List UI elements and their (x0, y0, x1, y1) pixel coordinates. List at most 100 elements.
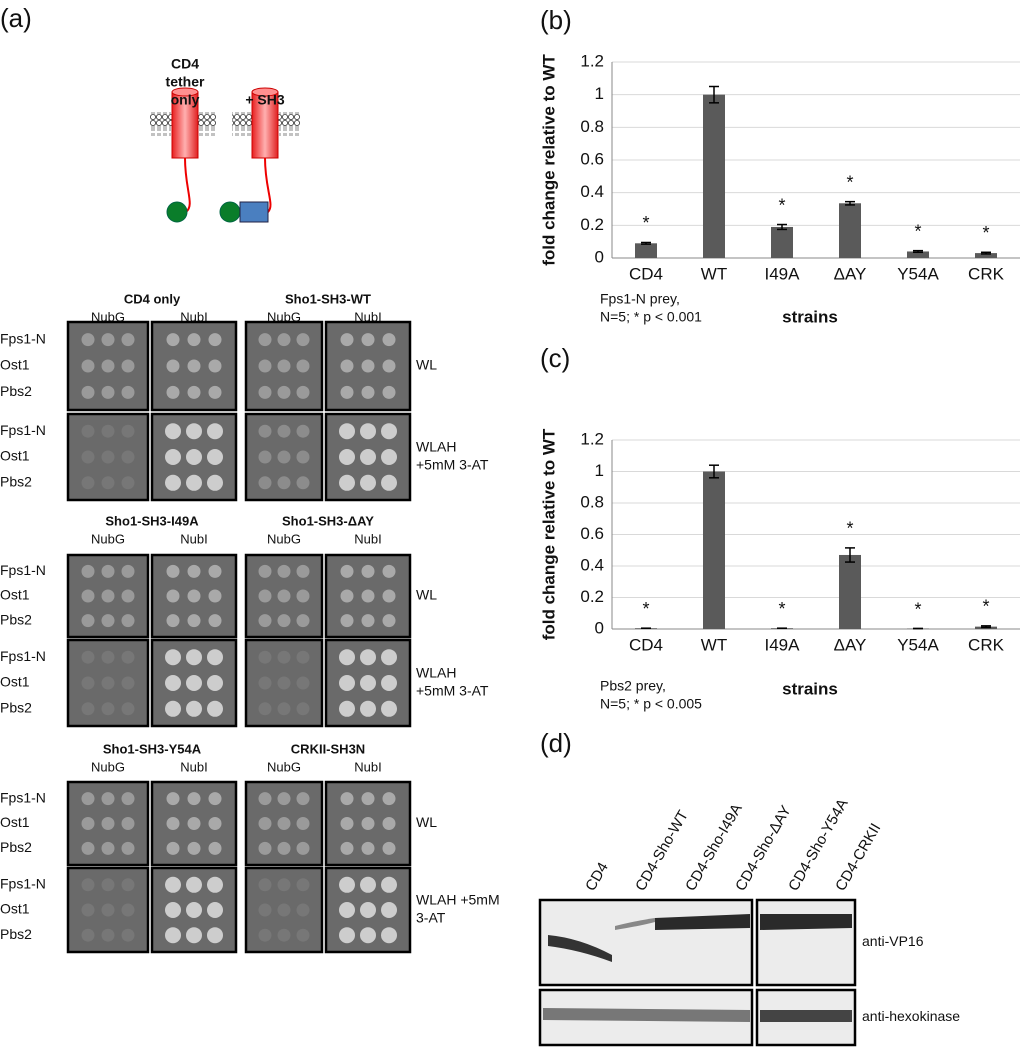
colony (101, 928, 115, 942)
y-tick-label: 0.6 (580, 524, 604, 543)
y-tick-label: 1.2 (580, 51, 604, 70)
bar (907, 251, 929, 258)
colony (258, 385, 272, 399)
x-tick-label: CRK (968, 635, 1005, 654)
panel-label: (a) (0, 3, 32, 33)
colony (81, 702, 95, 716)
colony (382, 359, 396, 373)
colony (101, 903, 115, 917)
colony (165, 423, 181, 440)
colony (165, 675, 181, 691)
colony (277, 878, 291, 892)
band (615, 918, 655, 930)
colony (186, 649, 202, 666)
strain-label: Fps1-N (0, 789, 46, 805)
blot (755, 898, 857, 987)
colony (121, 841, 135, 855)
medium-label: NubG (267, 759, 301, 774)
colony (382, 841, 396, 855)
band (543, 1008, 750, 1022)
colony (208, 564, 222, 578)
strain-label: Ost1 (0, 814, 30, 830)
band (655, 914, 750, 930)
colony (360, 423, 376, 440)
strain-label: Pbs2 (0, 839, 32, 855)
colony (186, 423, 202, 440)
colony (166, 792, 180, 806)
strain-label: Ost1 (0, 357, 30, 373)
colony (186, 927, 202, 944)
colony (208, 817, 222, 830)
colony (207, 902, 223, 918)
colony (187, 841, 201, 855)
colony (208, 614, 222, 628)
colony (296, 424, 310, 438)
diagram-label: only (171, 92, 200, 108)
significance-mark: * (982, 597, 989, 617)
colony (101, 841, 115, 855)
colony (361, 385, 375, 399)
bar (839, 203, 861, 258)
colony (258, 841, 272, 855)
colony (277, 476, 291, 490)
condition-label: WLAH (416, 439, 456, 455)
colony (101, 476, 115, 490)
colony (381, 474, 397, 491)
strain-label: Fps1-N (0, 422, 46, 438)
strain-label: Ost1 (0, 674, 30, 690)
colony (81, 817, 95, 830)
colony (296, 614, 310, 628)
colony (277, 841, 291, 855)
annotation: Fps1-N prey, (600, 291, 680, 307)
significance-mark: * (642, 599, 649, 619)
x-axis-title: strains (782, 679, 838, 698)
colony (296, 792, 310, 806)
colony (207, 449, 223, 465)
colony (381, 902, 397, 918)
colony (277, 702, 291, 716)
colony (101, 817, 115, 830)
colony (121, 424, 135, 438)
colony (258, 359, 272, 373)
construct-label: CRKII-SH3N (291, 741, 365, 756)
colony (187, 792, 201, 806)
x-tick-label: CD4 (629, 264, 663, 283)
panel-label: (d) (540, 728, 572, 758)
y-axis-title: fold change relative to WT (539, 428, 558, 640)
colony (296, 650, 310, 664)
colony (277, 564, 291, 578)
colony (101, 614, 115, 628)
colony (382, 385, 396, 399)
strain-label: Pbs2 (0, 474, 32, 490)
colony (101, 424, 115, 438)
x-axis-title: strains (782, 307, 838, 326)
colony (277, 792, 291, 806)
strain-label: Fps1-N (0, 876, 46, 892)
construct-label: Sho1-SH3-Y54A (103, 741, 202, 756)
bar (635, 243, 657, 258)
colony (81, 650, 95, 664)
colony (382, 333, 396, 347)
colony (258, 333, 272, 347)
colony (187, 359, 201, 373)
colony (361, 792, 375, 806)
colony (101, 333, 115, 347)
colony (360, 675, 376, 691)
colony (258, 676, 272, 690)
colony (258, 564, 272, 578)
colony (340, 385, 354, 399)
colony (81, 589, 95, 603)
tail (264, 157, 272, 213)
annotation: N=5; * p < 0.001 (600, 309, 702, 325)
medium-label: NubG (91, 531, 125, 546)
diagram-art (150, 87, 300, 223)
colony (81, 841, 95, 855)
colony (101, 878, 115, 892)
colony (81, 450, 95, 464)
colony (361, 614, 375, 628)
colony (187, 385, 201, 399)
x-tick-label: WT (701, 264, 727, 283)
y-tick-label: 1 (595, 461, 604, 480)
diagram-label: + SH3 (245, 92, 285, 108)
colony (166, 564, 180, 578)
